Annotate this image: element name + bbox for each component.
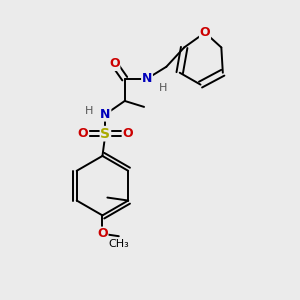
- Text: O: O: [122, 127, 133, 140]
- Text: O: O: [78, 127, 88, 140]
- Text: S: S: [100, 127, 110, 141]
- Text: O: O: [109, 57, 120, 70]
- Text: N: N: [100, 108, 111, 121]
- Text: H: H: [159, 82, 168, 93]
- Text: CH₃: CH₃: [108, 238, 129, 249]
- Text: O: O: [97, 227, 108, 240]
- Text: O: O: [200, 26, 210, 39]
- Text: H: H: [85, 106, 93, 116]
- Text: N: N: [142, 72, 152, 85]
